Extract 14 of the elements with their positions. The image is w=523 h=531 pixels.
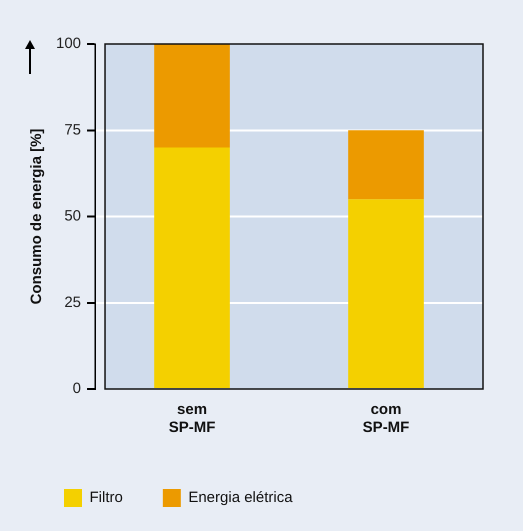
bar (154, 148, 230, 388)
bar (154, 44, 230, 148)
legend-label: Filtro (90, 489, 123, 506)
y-tick-label: 0 (72, 380, 82, 398)
bar (348, 199, 424, 388)
y-axis-title: Consumo de energia [%] (28, 128, 46, 304)
x-tick-label: sem SP-MF (168, 401, 216, 436)
x-tick-label: com SP-MF (362, 401, 410, 436)
y-tick-label: 100 (56, 35, 82, 52)
legend-label: Energia elétrica (188, 489, 294, 506)
bar (348, 130, 424, 200)
y-tick-label: 50 (64, 208, 82, 225)
y-tick-label: 25 (64, 294, 82, 311)
y-tick-label: 75 (64, 121, 82, 138)
